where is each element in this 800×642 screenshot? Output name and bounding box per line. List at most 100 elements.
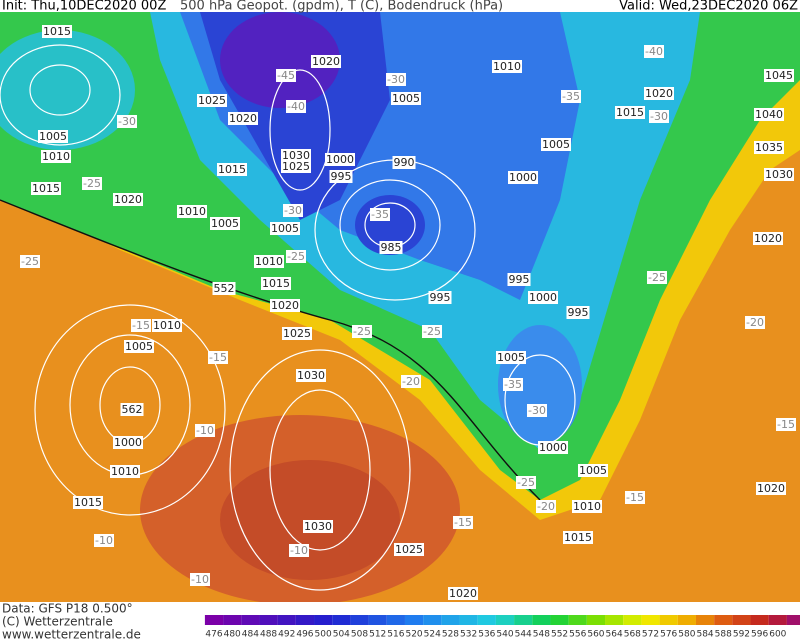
- colorbar-label: 560: [587, 630, 604, 640]
- label-box: [386, 73, 406, 86]
- temperature-label: -25: [21, 255, 39, 268]
- colorbar-cell: [259, 615, 278, 625]
- colorbar-cell: [641, 615, 660, 625]
- label-box: [391, 92, 421, 105]
- label-box: [566, 306, 590, 319]
- label-box: [507, 273, 531, 286]
- label-box: [282, 327, 312, 340]
- label-box: [131, 319, 151, 332]
- colorbar-cell: [714, 615, 733, 625]
- colorbar-cell: [477, 615, 496, 625]
- isobar-label: 1020: [754, 232, 782, 245]
- temperature-label: -25: [517, 476, 535, 489]
- isobar-label: 1030: [765, 168, 793, 181]
- colorbar-cell: [568, 615, 587, 625]
- colorbar-cell: [423, 615, 442, 625]
- colorbar-label: 576: [660, 630, 677, 640]
- temperature-label: -15: [132, 319, 150, 332]
- label-box: [527, 404, 547, 417]
- label-box: [370, 208, 390, 221]
- isobar-label: 1010: [42, 150, 70, 163]
- label-box: [41, 150, 71, 163]
- isobar-label: 1025: [282, 160, 310, 173]
- label-box: [281, 149, 311, 162]
- label-box: [195, 424, 215, 437]
- isobar-label: 1015: [74, 496, 102, 509]
- temperature-label: -25: [648, 271, 666, 284]
- isobar-label: 995: [430, 291, 451, 304]
- isobar-label: 1010: [153, 319, 181, 332]
- colorbar-cell: [786, 615, 800, 625]
- colorbar-label: 512: [369, 630, 386, 640]
- label-box: [270, 222, 300, 235]
- isobar-label: 1045: [765, 69, 793, 82]
- colorbar-cell: [586, 615, 606, 625]
- colorbar-label: 588: [715, 630, 732, 640]
- isobar-label: 1015: [43, 25, 71, 38]
- temperature-label: -10: [95, 534, 113, 547]
- label-box: [649, 110, 669, 123]
- colorbar-cell: [550, 615, 569, 625]
- isobar-label: 1020: [271, 299, 299, 312]
- label-box: [283, 204, 303, 217]
- temperature-label: -20: [537, 500, 555, 513]
- colorbar-cell: [441, 615, 460, 625]
- label-box: [572, 500, 602, 513]
- temperature-label: -10: [290, 544, 308, 557]
- colorbar-label: 568: [624, 630, 641, 640]
- isobar-label: 1015: [564, 531, 592, 544]
- label-box: [113, 193, 143, 206]
- label-box: [508, 171, 538, 184]
- label-box: [31, 182, 61, 195]
- label-box: [270, 299, 300, 312]
- temperature-label: -25: [83, 177, 101, 190]
- label-box: [615, 106, 645, 119]
- isobar-label: 995: [509, 273, 530, 286]
- label-box: [113, 436, 143, 449]
- label-box: [776, 418, 796, 431]
- colorbar-label: 564: [606, 630, 623, 640]
- colorbar-cell: [514, 615, 533, 625]
- isobar-label: 1005: [39, 130, 67, 143]
- colorbar-cell: [605, 615, 624, 625]
- temperature-label: -25: [287, 250, 305, 263]
- isobar-label: 1025: [198, 94, 226, 107]
- label-box: [392, 156, 416, 169]
- colorbar-cell: [386, 615, 405, 625]
- label-box: [644, 45, 664, 58]
- label-box: [528, 291, 558, 304]
- isobars: [0, 44, 576, 591]
- label-box: [325, 153, 355, 166]
- label-box: [764, 168, 794, 181]
- label-box: [754, 141, 784, 154]
- label-box: [38, 130, 68, 143]
- isobar-label: 995: [568, 306, 589, 319]
- header-bg: [0, 0, 800, 12]
- isobar-label: 990: [394, 156, 415, 169]
- label-box: [217, 163, 247, 176]
- isobar-label: 1035: [755, 141, 783, 154]
- colorbar-label: 508: [351, 630, 368, 640]
- isobar-label: 1000: [529, 291, 557, 304]
- copyright: (C) Wetterzentrale: [2, 615, 113, 629]
- isobar-label: 1005: [579, 464, 607, 477]
- label-box: [644, 87, 674, 100]
- label-box: [578, 464, 608, 477]
- label-box: [448, 587, 478, 600]
- colorbar-label: 492: [278, 630, 295, 640]
- isobar-label: 1020: [449, 587, 477, 600]
- label-box: [496, 351, 526, 364]
- label-box: [379, 241, 403, 254]
- isobar-label: 1010: [111, 465, 139, 478]
- label-box: [110, 465, 140, 478]
- valid-time: Valid: Wed,23DEC2020 06Z: [619, 0, 798, 14]
- temperature-label: -25: [353, 325, 371, 338]
- colorbar-cell: [623, 615, 642, 625]
- temperature-label: -30: [528, 404, 546, 417]
- colorbar-label: 544: [515, 630, 532, 640]
- isobar-label: 1025: [395, 543, 423, 556]
- label-box: [563, 531, 593, 544]
- colorbar-cell: [768, 615, 787, 625]
- isobar-label: 1015: [616, 106, 644, 119]
